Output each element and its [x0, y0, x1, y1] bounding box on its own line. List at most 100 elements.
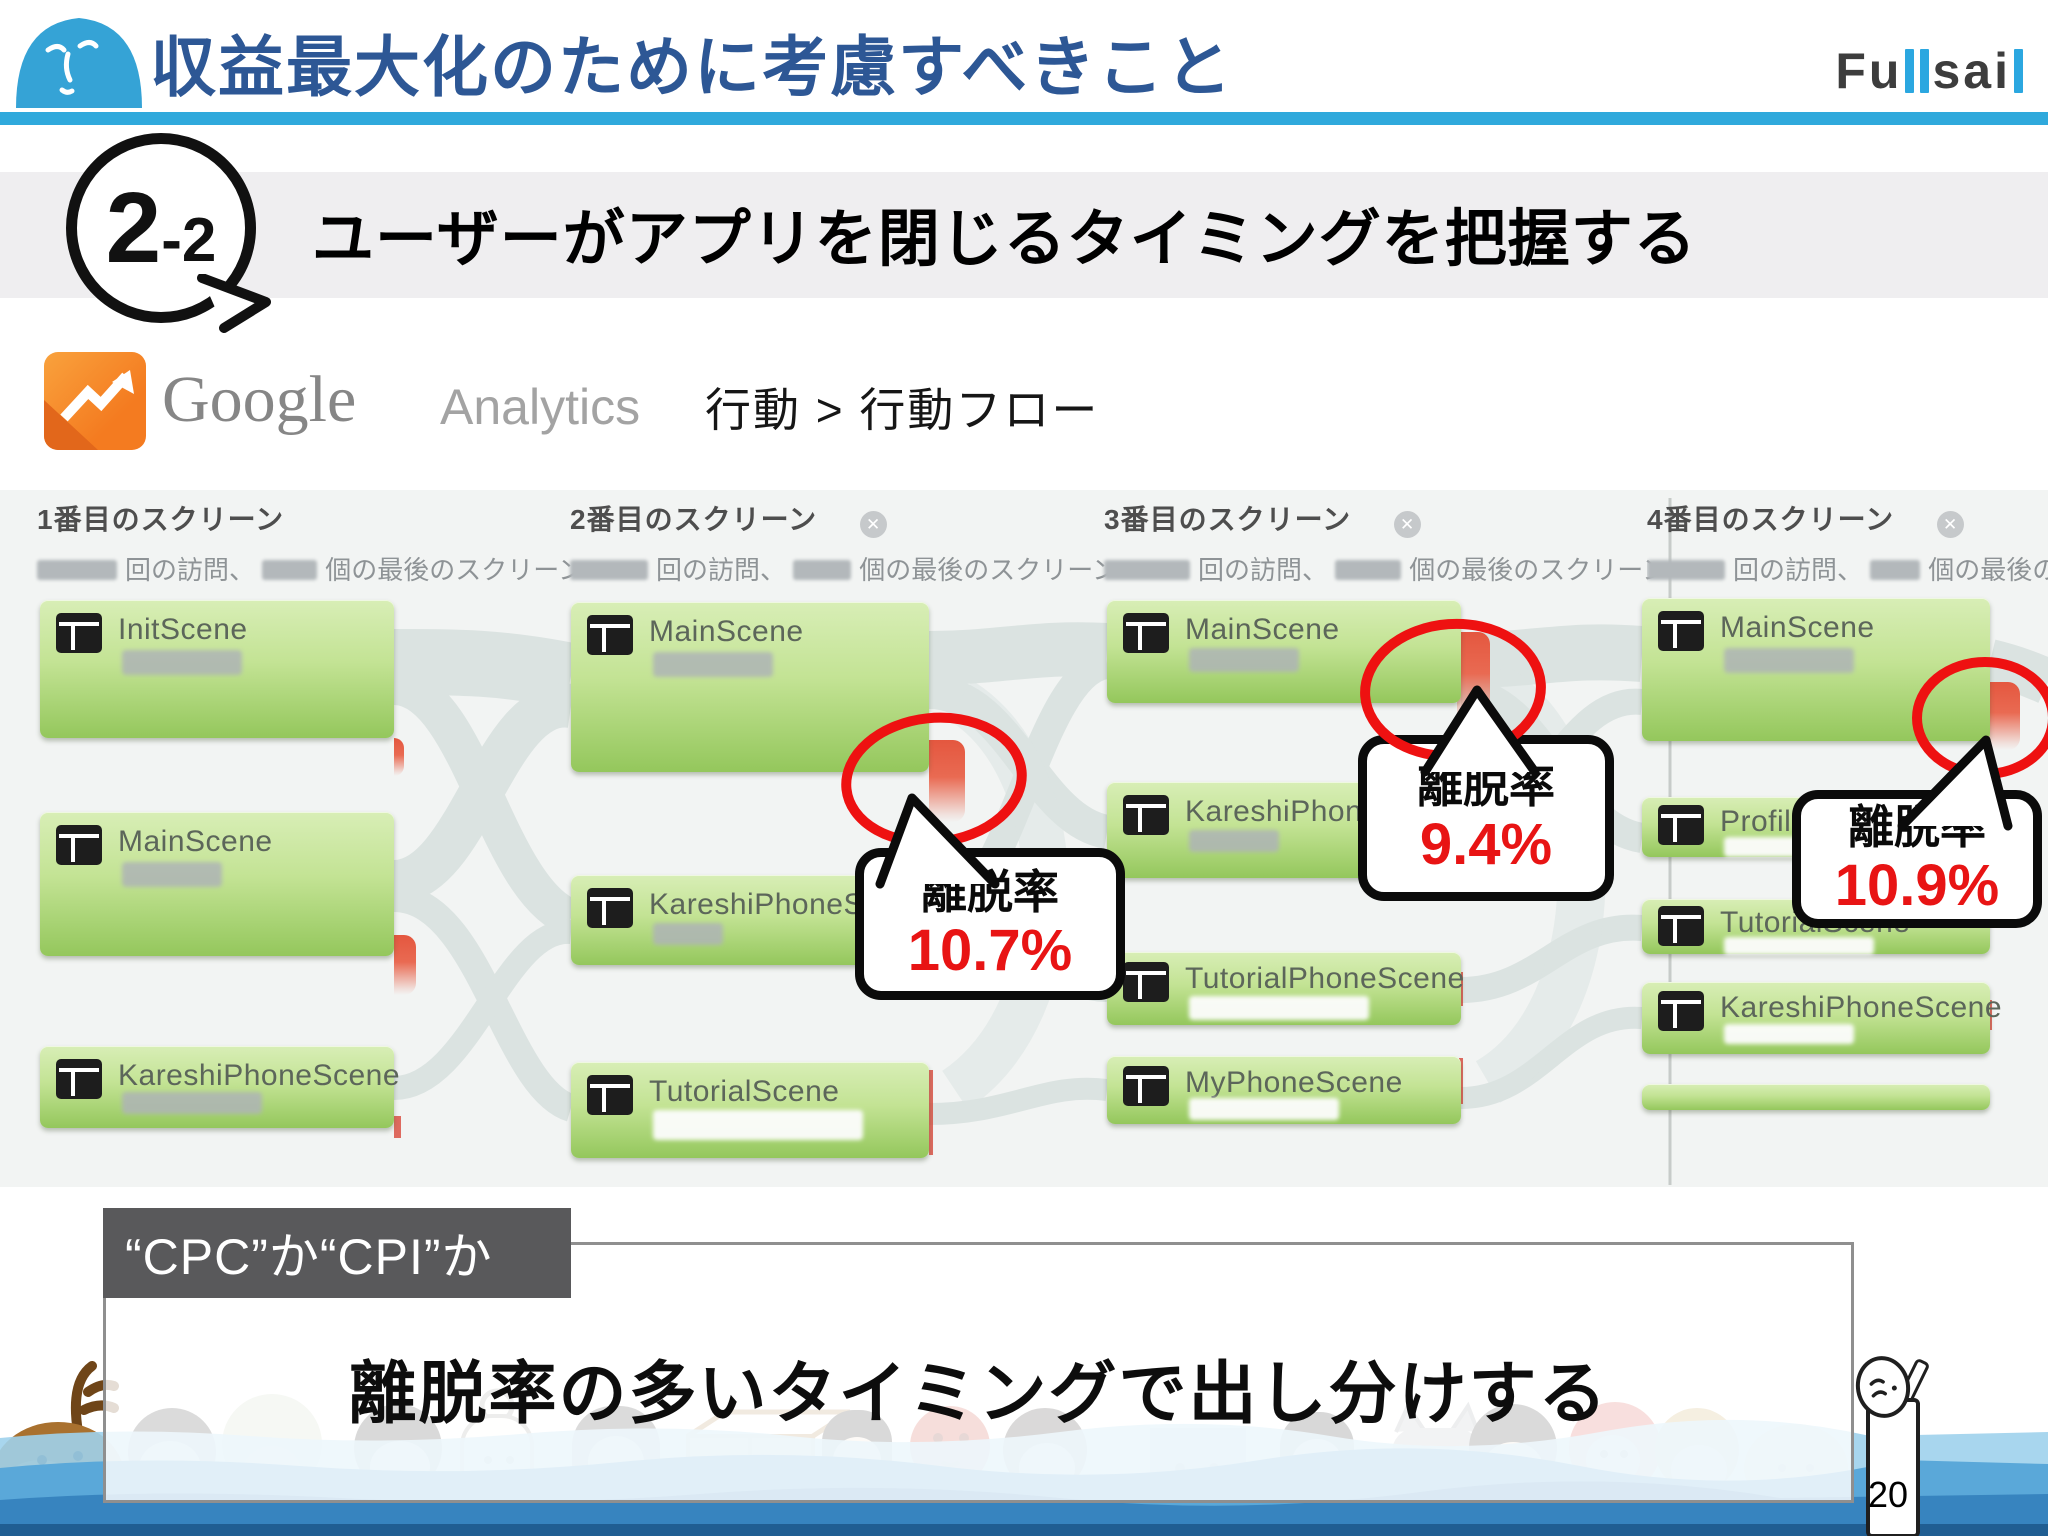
exit-bar — [1457, 632, 1490, 724]
visits-label: 回の訪問、 — [1198, 555, 1329, 586]
blurred-metric — [653, 652, 773, 677]
callout-value: 10.9% — [1834, 852, 2000, 918]
screen-icon — [587, 1075, 633, 1115]
flow-node[interactable]: KareshiPhoneScene — [40, 1046, 400, 1128]
cpc-cpi-label: “CPC”か“CPI”か — [125, 1229, 493, 1285]
exit-rate-callout: 離脱率 9.4% — [1358, 735, 1614, 901]
node-label: MainScene — [649, 615, 804, 648]
screen-icon — [1123, 613, 1169, 653]
brand-seg1: Fu — [1835, 43, 1903, 99]
flow-node[interactable]: MyPhoneScene — [1107, 1056, 1461, 1124]
column-header-4: 4番目のスクリーン ✕ 回の訪問、 個の最後のスク — [1647, 498, 2048, 587]
node-label: MainScene — [1720, 611, 1875, 644]
callout-label: 離脱率 — [1848, 800, 1986, 853]
badge-number: 2 — [105, 172, 162, 284]
screen-icon — [56, 825, 102, 865]
column-title: 3番目のスクリーン — [1104, 504, 1352, 535]
mascot-body — [1866, 1398, 1920, 1536]
last-screen-label: 個の最後のスクリーン — [325, 555, 584, 585]
screen-icon — [1658, 906, 1704, 946]
exit-rate-callout: 離脱率 10.9% — [1792, 790, 2042, 928]
blurred-count — [793, 560, 852, 581]
blurred-metric — [1189, 996, 1369, 1020]
flow-node[interactable]: MainScene — [40, 812, 394, 956]
topic-heading: ユーザーがアプリを閉じるタイミングを把握する — [312, 205, 1697, 274]
exit-bar — [394, 738, 404, 776]
screen-icon — [1658, 611, 1704, 651]
flow-node-strip[interactable] — [1642, 1084, 1990, 1110]
badge-subnumber: -2 — [161, 206, 217, 275]
last-screen-label: 個の最後のスクリーン — [1409, 555, 1668, 586]
exit-bar — [929, 740, 965, 822]
node-label: KareshiPhoneScene — [1720, 991, 2003, 1024]
column-header-1: 1番目のスクリーン 回の訪問、 個の最後のスクリーン — [37, 498, 584, 587]
screen-icon — [587, 888, 633, 928]
blurred-metric — [122, 650, 242, 675]
column-header-3: 3番目のスクリーン ✕ 回の訪問、 個の最後のスクリーン — [1104, 498, 1668, 587]
close-column-icon[interactable]: ✕ — [859, 511, 887, 539]
blurred-count — [1870, 560, 1921, 581]
last-screen-label: 個の最後のスク — [1928, 555, 2048, 586]
exit-bar — [929, 1070, 933, 1155]
screen-icon — [1123, 1066, 1169, 1106]
blurred-metric — [1724, 1024, 1854, 1044]
flow-node[interactable]: TutorialScene — [571, 1062, 929, 1158]
blurred-metric — [1189, 830, 1279, 852]
cpc-cpi-tag: “CPC”か“CPI”か — [103, 1208, 571, 1298]
column-subtext: 回の訪問、 個の最後のスクリーン — [570, 550, 1118, 587]
summary-message: 離脱率の多いタイミングで出し分けする — [348, 1356, 1609, 1432]
brand-bar-icon — [2014, 49, 2023, 93]
exit-rate-callout: 離脱率 10.7% — [855, 848, 1125, 1000]
flow-node[interactable]: KareshiPhoneScene — [1642, 982, 2002, 1054]
exit-bar — [1987, 682, 2020, 750]
flow-node[interactable]: MainScene — [1642, 598, 1990, 741]
blurred-metric — [1724, 937, 1874, 955]
breadcrumb: 行動 > 行動フロー — [705, 384, 1100, 436]
callout-value: 9.4% — [1419, 811, 1553, 877]
screen-icon — [56, 613, 102, 653]
flow-node[interactable]: MainScene — [1107, 600, 1461, 703]
node-label: MainScene — [1185, 613, 1340, 646]
mascot-head-icon — [1851, 1351, 1915, 1423]
fullsail-logo: Fu sai — [1835, 42, 2026, 100]
page-number: 20 — [1868, 1474, 1909, 1515]
node-label: TutorialPhoneScene — [1185, 962, 1465, 995]
blurred-count — [570, 560, 648, 581]
visits-label: 回の訪問、 — [1733, 555, 1864, 586]
exit-bar — [394, 1116, 401, 1138]
node-label: MyPhoneScene — [1185, 1066, 1403, 1099]
blurred-count — [1335, 560, 1402, 581]
badge-tail — [197, 274, 271, 333]
callout-label: 離脱率 — [1417, 759, 1555, 812]
brand-bar-icon — [1920, 49, 1930, 93]
flow-node[interactable]: TutorialPhoneScene — [1107, 952, 1464, 1025]
visits-label: 回の訪問、 — [656, 555, 787, 586]
node-label: MainScene — [118, 825, 273, 858]
blurred-metric — [122, 862, 222, 887]
last-screen-label: 個の最後のスクリーン — [859, 555, 1118, 586]
screen-icon — [1658, 991, 1704, 1031]
callout-label: 離脱率 — [921, 865, 1059, 918]
flow-node[interactable]: InitScene — [40, 600, 394, 738]
close-column-icon[interactable]: ✕ — [1936, 511, 1964, 539]
blurred-metric — [1189, 648, 1299, 672]
exit-bar — [1988, 1000, 1992, 1030]
blurred-count — [262, 560, 318, 581]
callout-value: 10.7% — [907, 917, 1073, 983]
column-title: 2番目のスクリーン — [570, 504, 818, 535]
brand-bar-icon — [1905, 49, 1915, 93]
screen-icon — [56, 1059, 102, 1099]
topic-number-badge: 2 -2 — [66, 133, 256, 323]
node-label: TutorialScene — [649, 1075, 840, 1108]
brand-seg2: sai — [1932, 43, 2011, 99]
google-analytics-icon — [44, 352, 146, 450]
blurred-count — [1647, 560, 1725, 581]
screen-icon — [1658, 805, 1704, 845]
close-column-icon[interactable]: ✕ — [1393, 511, 1421, 539]
title-underline — [0, 112, 2048, 125]
blurred-metric — [122, 1092, 262, 1114]
flow-node[interactable]: MainScene — [571, 602, 929, 772]
column-title: 1番目のスクリーン — [37, 504, 285, 535]
screen-icon — [587, 615, 633, 655]
